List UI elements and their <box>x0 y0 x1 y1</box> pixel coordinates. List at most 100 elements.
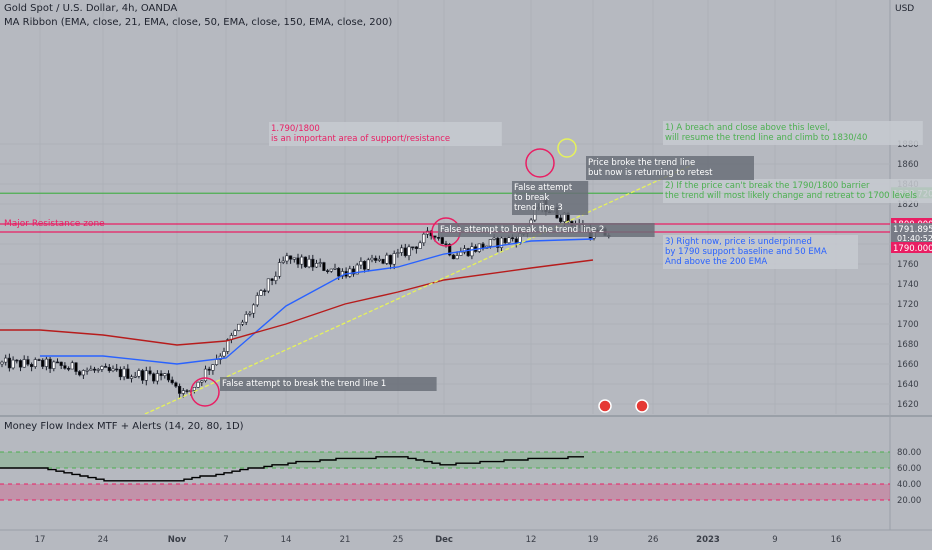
price-tick-label: 1720 <box>897 300 919 310</box>
candle-down <box>322 262 326 271</box>
annotation-underpinned-line: 3) Right now, price is underpinned <box>665 237 812 247</box>
trend-line[interactable] <box>144 164 693 414</box>
candle-down <box>166 373 171 381</box>
candle-down <box>510 237 515 240</box>
candle-up <box>307 258 311 268</box>
candle-up <box>226 339 230 352</box>
candle-down <box>170 379 174 384</box>
candle-down <box>296 257 300 265</box>
candle-up <box>100 366 104 370</box>
candle-up <box>259 290 263 296</box>
time-tick-label: 2023 <box>696 535 720 545</box>
candle-down <box>26 359 30 365</box>
candle-up <box>418 242 422 249</box>
candle-down <box>337 267 341 277</box>
time-tick-label: 26 <box>648 535 659 545</box>
event-flag-icon[interactable] <box>598 399 612 413</box>
candle-up <box>470 246 474 257</box>
candle-up <box>425 230 430 235</box>
candle-up <box>222 351 226 357</box>
candle-down <box>362 261 367 270</box>
circle-false-attempt-3[interactable] <box>525 148 555 178</box>
candle-down <box>148 370 152 375</box>
candle-up <box>300 256 304 265</box>
candle-down <box>444 243 448 246</box>
candle-down <box>185 390 189 392</box>
annotation-retreat-scenario-line: the trend will most likely change and re… <box>665 191 917 201</box>
candle-up <box>137 370 141 377</box>
candle-up <box>277 262 282 277</box>
candle-down <box>48 358 52 369</box>
annotation-retreat-scenario[interactable]: 2) If the price can't break the 1790/180… <box>663 179 932 203</box>
annotation-support-resistance-line: is an important area of support/resistan… <box>271 134 450 144</box>
candle-down <box>288 255 293 260</box>
time-tick-label: 17 <box>35 535 46 545</box>
candle-up <box>240 321 245 325</box>
candle-up <box>488 239 493 247</box>
candle-up <box>233 330 237 336</box>
candle-down <box>104 366 108 368</box>
candle-up <box>385 254 389 264</box>
candle-up <box>237 323 241 331</box>
candle-down <box>207 368 211 371</box>
candle-up <box>215 359 219 365</box>
chart-symbol-title[interactable]: Gold Spot / U.S. Dollar, 4h, OANDA <box>4 3 178 14</box>
mfi-indicator-legend[interactable]: Money Flow Index MTF + Alerts (14, 20, 8… <box>4 421 244 432</box>
event-flag-icon[interactable] <box>635 399 649 413</box>
candle-down <box>433 235 437 238</box>
candle-up <box>455 255 459 260</box>
candle-down <box>141 370 145 381</box>
mfi-tick-label: 60.00 <box>897 464 921 474</box>
ma-ribbon-legend[interactable]: MA Ribbon (EMA, close, 21, EMA, close, 5… <box>4 17 393 28</box>
annotation-false-attempt-1-line: False attempt to break the trend line 1 <box>222 379 386 389</box>
candle-up <box>366 259 370 270</box>
candle-down <box>411 246 415 249</box>
annotation-breach-scenario-line: 1) A breach and close above this level, <box>665 123 830 133</box>
candle-up <box>499 237 504 248</box>
candle-down <box>92 368 97 371</box>
candle-up <box>181 390 185 394</box>
candle-down <box>152 373 156 382</box>
annotation-false-attempt-3-bg <box>512 181 589 215</box>
candle-down <box>7 357 12 369</box>
annotation-false-attempt-1[interactable]: False attempt to break the trend line 1 <box>220 377 437 391</box>
candle-up <box>285 255 289 262</box>
price-tick-label: 1740 <box>897 280 919 290</box>
candle-down <box>159 373 163 377</box>
candle-up <box>392 253 396 265</box>
candle-up <box>133 375 137 378</box>
mfi-oversold-zone <box>0 484 890 500</box>
annotation-false-attempt-3-line: trend line 3 <box>514 203 563 213</box>
price-scale[interactable] <box>889 0 932 550</box>
annotation-breach-scenario[interactable]: 1) A breach and close above this level,w… <box>663 121 923 145</box>
mfi-tick-label: 40.00 <box>897 480 921 490</box>
circle-breakout[interactable] <box>557 138 577 158</box>
candle-up <box>318 262 322 264</box>
candle-down <box>78 371 82 376</box>
candle-down <box>29 364 34 367</box>
candle-up <box>70 362 74 370</box>
price-tick-label: 1760 <box>897 260 919 270</box>
annotation-false-attempt-2[interactable]: False attempt to break the trend line 2 <box>438 223 655 237</box>
candle-down <box>374 257 378 261</box>
candle-down <box>448 244 452 256</box>
annotation-trend-break-line: but now is returning to retest <box>588 168 713 178</box>
candle-down <box>381 258 385 264</box>
candle-down <box>55 361 60 364</box>
candle-up <box>459 251 463 256</box>
price-tag-bg <box>891 242 932 253</box>
mfi-overbought-zone <box>0 452 890 468</box>
time-tick-label: 14 <box>281 535 292 545</box>
candle-down <box>126 368 130 379</box>
candle-up <box>407 246 411 256</box>
candle-down <box>107 366 111 372</box>
circle-false-attempt-1[interactable] <box>190 377 220 407</box>
candle-up <box>281 260 285 263</box>
candle-up <box>89 368 93 371</box>
annotation-false-attempt-3-line: to break <box>514 193 549 203</box>
